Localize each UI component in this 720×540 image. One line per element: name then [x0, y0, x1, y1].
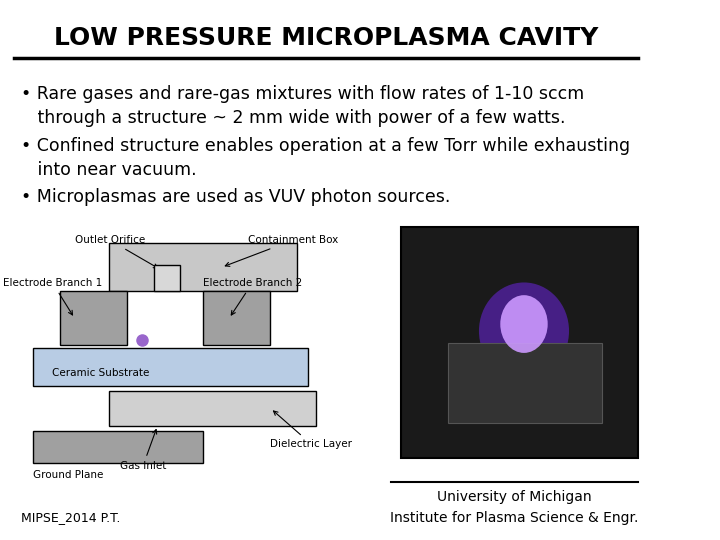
- Text: • Confined structure enables operation at a few Torr while exhausting: • Confined structure enables operation a…: [21, 137, 630, 155]
- FancyBboxPatch shape: [33, 348, 308, 386]
- Text: Electrode Branch 1: Electrode Branch 1: [3, 278, 102, 315]
- Text: • Rare gases and rare-gas mixtures with flow rates of 1-10 sccm: • Rare gases and rare-gas mixtures with …: [21, 85, 584, 103]
- Text: Outlet Orifice: Outlet Orifice: [75, 235, 158, 268]
- Text: • Microplasmas are used as VUV photon sources.: • Microplasmas are used as VUV photon so…: [21, 188, 450, 206]
- Text: Gas Inlet: Gas Inlet: [120, 430, 166, 471]
- Text: MIPSE_2014 P.T.: MIPSE_2014 P.T.: [21, 510, 120, 524]
- FancyBboxPatch shape: [154, 265, 180, 292]
- Text: University of Michigan: University of Michigan: [437, 490, 592, 504]
- Ellipse shape: [479, 282, 569, 380]
- Text: Dielectric Layer: Dielectric Layer: [271, 411, 353, 449]
- Text: LOW PRESSURE MICROPLASMA CAVITY: LOW PRESSURE MICROPLASMA CAVITY: [54, 25, 598, 50]
- Text: through a structure ~ 2 mm wide with power of a few watts.: through a structure ~ 2 mm wide with pow…: [21, 109, 565, 127]
- Text: Ground Plane: Ground Plane: [33, 469, 104, 480]
- Ellipse shape: [500, 295, 548, 353]
- FancyBboxPatch shape: [401, 227, 638, 458]
- Text: Ceramic Substrate: Ceramic Substrate: [52, 368, 150, 379]
- FancyBboxPatch shape: [109, 391, 315, 426]
- Text: Electrode Branch 2: Electrode Branch 2: [203, 278, 302, 315]
- FancyBboxPatch shape: [109, 243, 297, 292]
- Text: Institute for Plasma Science & Engr.: Institute for Plasma Science & Engr.: [390, 511, 639, 525]
- FancyBboxPatch shape: [60, 292, 127, 345]
- FancyBboxPatch shape: [33, 431, 203, 463]
- Text: Containment Box: Containment Box: [225, 235, 338, 266]
- FancyBboxPatch shape: [203, 292, 271, 345]
- Text: into near vacuum.: into near vacuum.: [21, 161, 197, 179]
- FancyBboxPatch shape: [448, 342, 602, 423]
